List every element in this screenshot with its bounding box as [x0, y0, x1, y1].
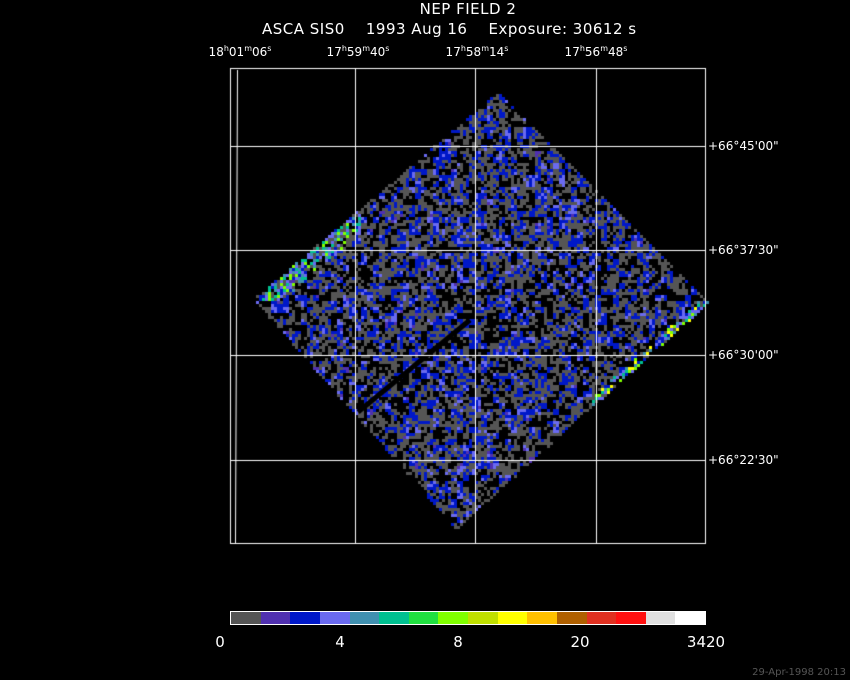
plot-title: NEP FIELD 2 — [419, 0, 517, 18]
colorbar-label: 8 — [453, 633, 463, 651]
colorbar-swatch — [408, 612, 439, 624]
colorbar-swatch — [675, 612, 705, 624]
dec-label: +66°37'30" — [708, 243, 779, 257]
dec-label: +66°22'30" — [708, 453, 779, 467]
colorbar-label: 0 — [215, 633, 225, 651]
dec-label: +66°30'00" — [708, 348, 779, 362]
colorbar-swatch — [379, 612, 409, 624]
plot-subtitle: ASCA SIS0 1993 Aug 16 Exposure: 30612 s — [262, 20, 637, 38]
dec-label: +66°45'00" — [708, 139, 779, 153]
colorbar-swatch — [260, 612, 291, 624]
colorbar-swatch — [616, 612, 646, 624]
colorbar-swatch — [319, 612, 350, 624]
colorbar-swatch — [468, 612, 498, 624]
colorbar-swatch — [349, 612, 380, 624]
colorbar-swatch — [645, 612, 676, 624]
ra-label: 17h59m40s — [326, 44, 390, 59]
colorbar-swatch — [527, 612, 557, 624]
colorbar-swatch — [586, 612, 617, 624]
colorbar-label: 3420 — [686, 633, 726, 651]
colorbar — [230, 611, 706, 625]
colorbar-label: 4 — [335, 633, 345, 651]
ra-label: 17h56m48s — [564, 44, 628, 59]
colorbar-swatch — [438, 612, 468, 624]
timestamp: 29-Apr-1998 20:13 — [752, 667, 846, 678]
colorbar-swatch — [231, 612, 261, 624]
colorbar-swatch — [556, 612, 587, 624]
ra-label: 18h01m06s — [208, 44, 272, 59]
colorbar-swatch — [497, 612, 528, 624]
colorbar-label: 20 — [570, 633, 590, 651]
ra-label: 17h58m14s — [445, 44, 509, 59]
colorbar-swatch — [290, 612, 320, 624]
